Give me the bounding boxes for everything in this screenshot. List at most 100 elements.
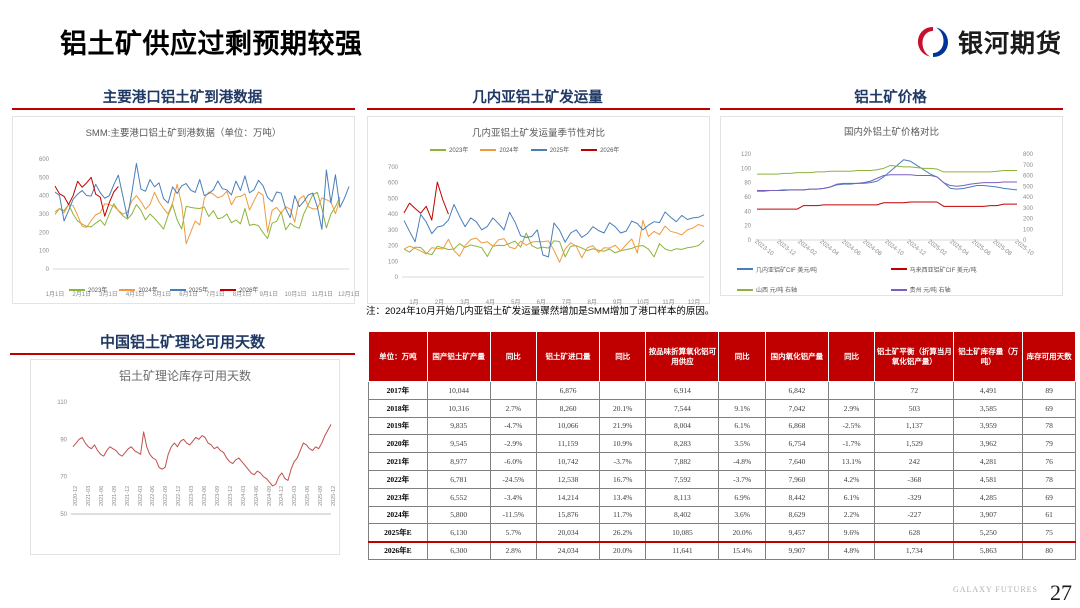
table-cell: 15,876 xyxy=(536,505,600,525)
svg-text:600: 600 xyxy=(388,181,399,187)
table-cell: 9.1% xyxy=(718,398,766,418)
table-cell: 8,283 xyxy=(645,434,720,454)
table-row[interactable]: 2025年E 6,130 5.7% 20,034 26.2% 10,085 20.0% 9,4… xyxy=(368,523,1076,543)
axis-tick-label: 2024-12 xyxy=(279,485,286,506)
table-row-header: 2018年 xyxy=(368,398,428,418)
table-row[interactable]: 2017年 10,044 6,876 6,914 6,842 72 4,491 89 xyxy=(368,381,1076,400)
table-cell: -227 xyxy=(874,505,955,525)
table-cell: 2.7% xyxy=(489,398,538,418)
legend-swatch xyxy=(430,148,446,151)
chart-title-bauxite-price: 国内外铝土矿价格对比 xyxy=(843,127,939,138)
table-cell: 4,285 xyxy=(953,487,1024,507)
axis-tick-label: 5月1日 xyxy=(152,292,172,298)
table-cell: 21.9% xyxy=(598,416,647,436)
chart-title-guinea-shipments: 几内亚铝土矿发运量季节性对比 xyxy=(471,128,605,139)
svg-text:500: 500 xyxy=(39,175,50,181)
table-column-header: 库存可用天数 xyxy=(1022,331,1076,382)
axis-tick-label: 8月 xyxy=(587,300,597,306)
legend-swatch xyxy=(890,288,907,291)
table-cell: 1,734 xyxy=(874,540,955,560)
chart-panel-bauxite-price: 国内外铝土矿价格对比 0 20 40 60 80 100 120 0 100 200 300 400… xyxy=(720,116,1063,296)
table-cell: 10,066 xyxy=(536,416,600,436)
table-cell: 26.2% xyxy=(598,523,647,543)
page-number: 27 xyxy=(1050,580,1072,605)
legend-item: 2025年 xyxy=(169,285,208,294)
axis-tick-label: 2021-12 xyxy=(124,485,131,506)
table-column-header: 同比 xyxy=(598,331,647,382)
table-cell: 24,034 xyxy=(536,540,600,560)
axis-tick-label: 12月 xyxy=(687,300,701,306)
table-cell: 7,960 xyxy=(764,469,829,489)
table-row-header: 2020年 xyxy=(368,434,428,454)
table-cell: 4,281 xyxy=(953,452,1024,471)
table-row[interactable]: 2023年 6,552 -3.4% 14,214 13.4% 8,113 6.9% 8,442… xyxy=(368,487,1076,507)
axis-tick-label: 11月1日 xyxy=(311,292,334,298)
axis-tick-label: 12月1日 xyxy=(337,292,361,298)
table-cell: 20,034 xyxy=(536,523,600,543)
table-cell: 16.7% xyxy=(598,469,647,489)
svg-text:600: 600 xyxy=(39,157,50,163)
legend-label: 2024年 xyxy=(138,288,158,294)
legend-swatch xyxy=(119,288,136,291)
chart-legend-guinea-shipments: 2023年 2024年 2025年 2026年 xyxy=(430,145,619,154)
table-cell: -11.5% xyxy=(489,505,538,525)
table-cell: 11,159 xyxy=(536,434,600,454)
axis-tick-label: 2月1日 xyxy=(72,292,92,298)
axis-tick-label: 2021-09 xyxy=(111,485,118,506)
table-column-header: 国内氧化铝产量 xyxy=(764,331,829,382)
axis-tick-label: 2月 xyxy=(434,300,445,306)
table-row-header: 2017年 xyxy=(368,381,428,400)
axis-tick-label: 6月 xyxy=(536,300,546,306)
table-cell: 13.4% xyxy=(598,487,647,507)
section-rule-port-arrivals xyxy=(12,108,355,110)
svg-text:120: 120 xyxy=(741,152,752,158)
table-cell: 69 xyxy=(1022,398,1076,418)
table-cell: -4.7% xyxy=(489,416,538,436)
table-column-header: 按品味折算氧化铝可用供应 xyxy=(645,331,720,382)
legend-label: 2023年 xyxy=(88,288,108,294)
table-row[interactable]: 2022年 6,781 -24.5% 12,538 16.7% 7,592 -3.7% 7,9… xyxy=(368,469,1076,489)
svg-text:500: 500 xyxy=(388,196,399,202)
section-title-port-arrivals: 主要港口铝土矿到港数据 xyxy=(102,90,263,106)
legend-swatch xyxy=(480,148,497,151)
table-cell: 6,868 xyxy=(764,416,829,436)
svg-text:400: 400 xyxy=(388,212,399,218)
table-cell: 79 xyxy=(1022,434,1076,454)
axis-tick-label: 10月 xyxy=(636,300,650,306)
table-row-header: 2024年 xyxy=(368,505,428,525)
table-row[interactable]: 2020年 9,545 -2.9% 11,159 10.9% 8,283 3.5% 6,754… xyxy=(368,434,1076,454)
table-cell: 20.1% xyxy=(598,398,647,418)
axis-tick-label: 2025-03 xyxy=(292,485,299,506)
table-cell: 8,442 xyxy=(764,487,829,507)
table-cell: -3.7% xyxy=(718,469,766,489)
legend-label: 几内亚铝矿CIF 美元/吨 xyxy=(756,267,817,274)
table-row[interactable]: 2024年 5,800 -11.5% 15,876 11.7% 8,402 3.6% 8,62… xyxy=(368,505,1076,525)
table-cell: -6.0% xyxy=(489,452,538,471)
table-row[interactable]: 2019年 9,835 -4.7% 10,066 21.9% 8,004 6.1% 6,868… xyxy=(368,416,1076,436)
table-cell: 11.7% xyxy=(598,505,647,525)
legend-swatch xyxy=(220,288,237,291)
table-cell: 503 xyxy=(874,398,955,418)
table-cell: -4.8% xyxy=(718,452,766,471)
svg-text:50: 50 xyxy=(60,512,67,518)
table-cell: 5,863 xyxy=(953,540,1024,560)
table-cell: 5,800 xyxy=(426,505,491,525)
table-row[interactable]: 2026年E 6,300 2.8% 24,034 20.0% 11,641 15.4% 9,9… xyxy=(368,540,1076,560)
table-cell: -3.7% xyxy=(598,452,647,471)
table-cell: 3.5% xyxy=(718,434,766,454)
table-row[interactable]: 2018年 10,316 2.7% 8,260 20.1% 7,544 9.1% 7,042 2… xyxy=(368,398,1076,418)
table-cell: 61 xyxy=(1022,505,1076,525)
table-column-header: 铝土矿库存量（万吨） xyxy=(953,331,1024,382)
axis-tick-label: 5月 xyxy=(511,300,521,306)
table-cell: 6,914 xyxy=(645,381,720,400)
table-cell: 89 xyxy=(1022,381,1076,400)
table-cell: -24.5% xyxy=(489,469,538,489)
table-row[interactable]: 2021年 8,977 -6.0% 10,742 -3.7% 7,882 -4.8% 7,64… xyxy=(368,452,1076,471)
table-cell: 20.0% xyxy=(718,523,766,543)
table-cell: 8,113 xyxy=(645,487,720,507)
axis-tick-label: 2024-06 xyxy=(253,485,260,506)
table-cell: 7,592 xyxy=(645,469,720,489)
svg-text:300: 300 xyxy=(1023,206,1034,212)
axis-tick-label: 6月1日 xyxy=(179,292,198,298)
axis-tick-label: 2020-12 xyxy=(73,485,79,506)
